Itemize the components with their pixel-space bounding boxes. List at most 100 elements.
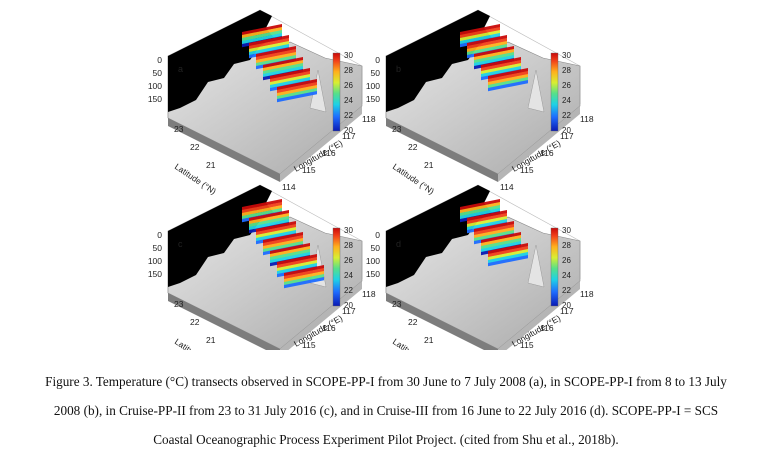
colorbar-tick-label: 22 [562,286,571,295]
panel-c: c050100150232221Latitude (°N)11411511611… [148,184,376,350]
caption-line-1: Figure 3. Temperature (°C) transects obs… [45,374,727,389]
latitude-tick-label: 23 [392,124,402,134]
longitude-tick-label: 117 [560,306,574,316]
block-side-face [280,281,362,350]
colorbar-tick-label: 30 [562,51,571,60]
colorbar-tick-label: 28 [562,66,571,75]
colorbar-tick-label: 28 [562,241,571,250]
block-side-face [498,106,580,182]
latitude-tick-label: 23 [174,124,184,134]
panel-label: d [396,239,401,249]
depth-tick-label: 50 [371,243,381,253]
latitude-tick-label: 21 [424,160,434,170]
block-side-face [280,106,362,182]
depth-tick-label: 50 [153,68,163,78]
seamount [527,69,545,113]
block-front-face [386,118,498,182]
longitude-tick-label: 117 [342,131,356,141]
panel-label: c [178,239,183,249]
latitude-tick-label: 22 [408,317,418,327]
block-front-face [168,293,280,350]
latitude-tick-label: 22 [190,317,200,327]
longitude-tick-label: 114 [282,182,296,192]
longitude-tick-label: 115 [302,165,316,175]
colorbar-tick-label: 24 [562,271,571,280]
colorbar-tick-label: 30 [562,226,571,235]
colorbar-tick-label: 20 [562,301,571,310]
colorbar-tick-label: 22 [344,286,353,295]
colorbar [332,227,341,307]
depth-tick-label: 0 [375,230,380,240]
depth-tick-label: 150 [148,94,162,104]
block-front-face [168,118,280,182]
longitude-tick-label: 115 [520,340,534,350]
longitude-tick-label: 116 [540,148,554,158]
colorbar-tick-label: 24 [344,271,353,280]
colorbar-tick-label: 26 [344,256,353,265]
longitude-tick-label: 118 [362,114,376,124]
panel-label: a [178,64,183,74]
depth-tick-label: 50 [371,68,381,78]
colorbar [550,227,559,307]
colorbar-tick-label: 26 [344,81,353,90]
depth-tick-label: 100 [366,81,380,91]
depth-tick-label: 100 [148,81,162,91]
latitude-tick-label: 21 [424,335,434,345]
block-front-face [386,293,498,350]
longitude-tick-label: 115 [302,340,316,350]
colorbar-tick-label: 20 [562,126,571,135]
caption-line-3: Coastal Oceanographic Process Experiment… [153,432,619,447]
latitude-tick-label: 23 [174,299,184,309]
latitude-tick-label: 21 [206,160,216,170]
colorbar-tick-label: 20 [344,301,353,310]
transect-section [488,243,528,267]
seamount [527,244,545,288]
latitude-tick-label: 21 [206,335,216,345]
colorbar-tick-label: 26 [562,81,571,90]
longitude-tick-label: 114 [500,182,514,192]
colorbar [550,52,559,132]
colorbar-tick-label: 26 [562,256,571,265]
depth-tick-label: 100 [366,256,380,266]
colorbar-tick-label: 22 [562,111,571,120]
longitude-tick-label: 117 [342,306,356,316]
depth-tick-label: 0 [375,55,380,65]
depth-tick-label: 150 [366,269,380,279]
colorbar-tick-label: 28 [344,66,353,75]
colorbar-tick-label: 30 [344,51,353,60]
panel-label: b [396,64,401,74]
depth-tick-label: 0 [157,230,162,240]
depth-tick-label: 150 [148,269,162,279]
depth-tick-label: 50 [153,243,163,253]
longitude-tick-label: 117 [560,131,574,141]
latitude-tick-label: 22 [190,142,200,152]
panel-d: d050100150232221Latitude (°N)11411511611… [366,184,594,350]
transect-section [277,79,317,103]
depth-tick-label: 100 [148,256,162,266]
colorbar-tick-label: 30 [344,226,353,235]
depth-tick-label: 0 [157,55,162,65]
longitude-tick-label: 118 [580,114,594,124]
caption-line-2: 2008 (b), in Cruise-PP-II from 23 to 31 … [53,403,719,418]
longitude-tick-label: 116 [540,323,554,333]
longitude-tick-label: 116 [322,148,336,158]
colorbar-tick-label: 24 [562,96,571,105]
longitude-tick-label: 118 [362,289,376,299]
latitude-tick-label: 23 [392,299,402,309]
latitude-tick-label: 22 [408,142,418,152]
transect-section [488,68,528,92]
longitude-tick-label: 118 [580,289,594,299]
colorbar [332,52,341,132]
longitude-tick-label: 116 [322,323,336,333]
transect-section [284,265,324,289]
depth-tick-label: 150 [366,94,380,104]
colorbar-tick-label: 24 [344,96,353,105]
block-side-face [498,281,580,350]
transect-section [467,210,507,234]
colorbar-tick-label: 28 [344,241,353,250]
longitude-tick-label: 115 [520,165,534,175]
colorbar-tick-label: 20 [344,126,353,135]
